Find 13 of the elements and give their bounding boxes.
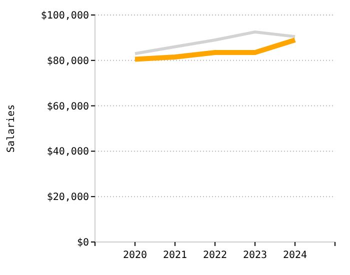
x-tick-label: 2023 [242, 250, 268, 261]
line-series [134, 30, 296, 56]
y-tick-label: $60,000 [46, 101, 89, 112]
y-tick-label: $100,000 [40, 10, 89, 22]
y-tick-label: $20,000 [46, 192, 89, 204]
x-tick-label: 2020 [122, 250, 148, 261]
x-tick-label: 2024 [282, 250, 308, 261]
y-tick-label: $40,000 [46, 146, 89, 158]
y-axis-title: Salaries [6, 104, 17, 153]
y-tick-label: $80,000 [46, 56, 89, 67]
x-tick-label: 2021 [162, 250, 188, 261]
x-tick-label: 2022 [202, 250, 228, 261]
y-tick-label: $0 [76, 238, 89, 248]
